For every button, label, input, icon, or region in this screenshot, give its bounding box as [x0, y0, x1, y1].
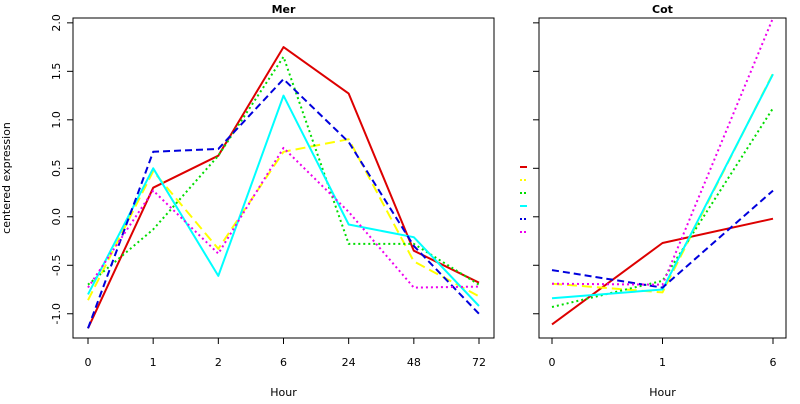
series-line-cot-0	[551, 217, 774, 326]
x-tick-label-mer-5: 48	[407, 356, 421, 369]
y-tick-label-5: 1.5	[50, 63, 63, 81]
series-lines-mer	[87, 46, 480, 329]
axes-mer: 0 1 2 6 24 48 72 -1.0 -0.5 0.0 0.5 1.0 1.5 2.0	[50, 14, 486, 369]
x-tick-label-mer-3: 6	[280, 356, 287, 369]
panel-title-mer: Mer	[272, 3, 296, 16]
series-line-mer-4	[87, 78, 480, 329]
y-tick-label-6: 2.0	[50, 14, 63, 32]
plot-frame-mer	[72, 17, 495, 339]
x-tick-label-mer-6: 72	[472, 356, 486, 369]
x-tick-label-cot-2: 6	[770, 356, 777, 369]
x-tick-label-cot-0: 0	[549, 356, 556, 369]
y-axis-label: centered expression	[0, 122, 13, 234]
y-tick-label-1: -0.5	[50, 255, 63, 276]
panel-title-cot: Cot	[652, 3, 673, 16]
x-tick-label-mer-4: 24	[342, 356, 356, 369]
series-line-mer-3	[87, 94, 480, 307]
series-line-mer-0	[87, 46, 480, 329]
x-tick-label-mer-2: 2	[215, 356, 222, 369]
x-tick-label-mer-1: 1	[150, 356, 157, 369]
series-line-cot-1	[551, 72, 774, 294]
x-tick-label-mer-0: 0	[85, 356, 92, 369]
series-line-mer-5	[87, 146, 480, 289]
series-lines-cot	[551, 17, 774, 326]
series-line-cot-4	[551, 189, 774, 289]
y-tick-label-4: 1.0	[50, 111, 63, 128]
series-line-mer-1	[87, 138, 480, 301]
series-line-cot-3	[551, 73, 774, 300]
panel-mer: Mer Hour centered expression 0 1 2 6 24 48 72 -…	[0, 3, 495, 399]
series-line-cot-5	[551, 17, 774, 286]
y-tick-label-0: -1.0	[50, 303, 63, 324]
x-tick-label-cot-1: 1	[659, 356, 666, 369]
y-tick-label-2: 0.0	[50, 208, 63, 226]
axes-cot: 0 1 6	[533, 22, 777, 369]
panel-cot: Cot Hour 0 1 6	[533, 3, 787, 399]
series-line-cot-2	[551, 107, 774, 308]
x-axis-label-cot: Hour	[649, 386, 676, 399]
legend	[520, 166, 527, 233]
x-axis-label-mer: Hour	[270, 386, 297, 399]
series-line-mer-2	[87, 55, 480, 286]
y-tick-label-3: 0.5	[50, 160, 63, 178]
